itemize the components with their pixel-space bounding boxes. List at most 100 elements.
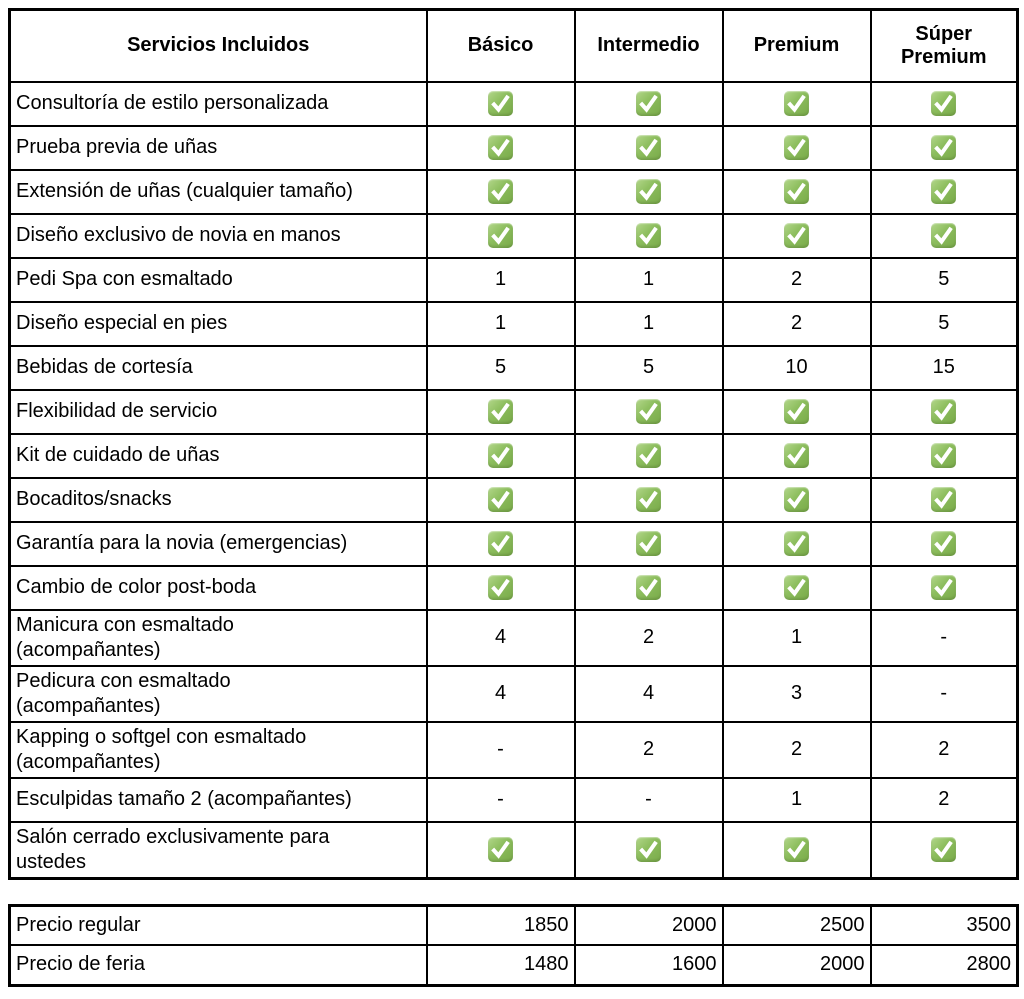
value-cell: 2 (721, 720, 872, 779)
table-row: Prueba previa de uñas (8, 124, 1019, 171)
check-icon (488, 135, 513, 160)
check-icon (931, 223, 957, 248)
table-row: Kapping o softgel con esmaltado (acompañ… (8, 720, 1019, 779)
check-icon (931, 135, 957, 160)
check-icon (931, 487, 957, 512)
price-label: Precio de feria (8, 944, 428, 986)
value-cell: 4 (573, 664, 724, 723)
check-cell (573, 432, 724, 479)
service-label: Diseño exclusivo de novia en manos (8, 212, 428, 259)
services-table: Servicios Incluidos Básico Intermedio Pr… (8, 8, 1019, 880)
value-cell: 5 (425, 344, 576, 391)
check-icon (931, 399, 957, 424)
check-icon (931, 575, 957, 600)
check-icon (636, 487, 661, 512)
check-cell (573, 564, 724, 611)
column-header-super-premium: Súper Premium (869, 8, 1019, 83)
value-cell: 2 (573, 608, 724, 667)
table-row: Pedi Spa con esmaltado 1 1 2 5 (8, 256, 1019, 303)
check-icon (784, 223, 809, 248)
value-cell: - (573, 776, 724, 823)
check-icon (784, 837, 809, 862)
table-row: Extensión de uñas (cualquier tamaño) (8, 168, 1019, 215)
service-label: Diseño especial en pies (8, 300, 428, 347)
price-value: 1600 (573, 944, 724, 986)
value-cell: 2 (869, 720, 1019, 779)
header-row: Servicios Incluidos Básico Intermedio Pr… (8, 8, 1019, 83)
check-cell (721, 564, 872, 611)
value-cell: 1 (425, 256, 576, 303)
column-header-services: Servicios Incluidos (8, 8, 428, 83)
service-label: Extensión de uñas (cualquier tamaño) (8, 168, 428, 215)
price-row: Precio de feria 1480 1600 2000 2800 (8, 944, 1019, 986)
check-icon (488, 223, 513, 248)
check-cell (721, 520, 872, 567)
service-label: Pedicura con esmaltado (acompañantes) (8, 664, 428, 723)
check-cell (573, 80, 724, 127)
service-label: Salón cerrado exclusivamente para ustede… (8, 820, 428, 879)
check-cell (721, 212, 872, 259)
check-icon (784, 135, 809, 160)
value-cell: 5 (573, 344, 724, 391)
value-cell: - (425, 776, 576, 823)
column-header-premium: Premium (721, 8, 872, 83)
check-cell (869, 520, 1019, 567)
value-cell: - (425, 720, 576, 779)
value-cell: 2 (721, 256, 872, 303)
table-row: Bocaditos/snacks (8, 476, 1019, 523)
price-table: Precio regular 1850 2000 2500 3500 Precio de … (8, 903, 1019, 987)
service-label: Cambio de color post-boda (8, 564, 428, 611)
service-label: Bocaditos/snacks (8, 476, 428, 523)
check-cell (721, 168, 872, 215)
check-cell (573, 476, 724, 523)
check-cell (869, 432, 1019, 479)
service-label: Prueba previa de uñas (8, 124, 428, 171)
value-cell: 10 (721, 344, 872, 391)
check-cell (869, 212, 1019, 259)
table-row: Cambio de color post-boda (8, 564, 1019, 611)
table-row: Manicura con esmaltado (acompañantes) 4 2 1… (8, 608, 1019, 667)
check-cell (573, 388, 724, 435)
service-label: Consultoría de estilo personalizada (8, 80, 428, 127)
table-row: Garantía para la novia (emergencias) (8, 520, 1019, 567)
price-value: 2500 (721, 904, 872, 946)
table-row: Kit de cuidado de uñas (8, 432, 1019, 479)
check-icon (636, 179, 661, 204)
price-value: 2000 (721, 944, 872, 986)
check-cell (721, 388, 872, 435)
column-header-intermedio: Intermedio (573, 8, 724, 83)
check-icon (784, 399, 809, 424)
table-row: Consultoría de estilo personalizada (8, 80, 1019, 127)
check-icon (784, 531, 809, 556)
check-icon (636, 443, 661, 468)
check-cell (869, 388, 1019, 435)
check-icon (784, 179, 809, 204)
check-cell (721, 124, 872, 171)
table-row: Diseño exclusivo de novia en manos (8, 212, 1019, 259)
service-label: Bebidas de cortesía (8, 344, 428, 391)
check-icon (488, 91, 513, 116)
check-icon (636, 399, 661, 424)
check-cell (573, 124, 724, 171)
check-cell (425, 80, 576, 127)
check-cell (425, 476, 576, 523)
table-row: Salón cerrado exclusivamente para ustede… (8, 820, 1019, 879)
check-cell (869, 820, 1019, 879)
service-label: Pedi Spa con esmaltado (8, 256, 428, 303)
service-label: Esculpidas tamaño 2 (acompañantes) (8, 776, 428, 823)
check-icon (488, 837, 513, 862)
check-icon (784, 575, 809, 600)
value-cell: 1 (721, 608, 872, 667)
check-cell (721, 80, 872, 127)
check-icon (488, 531, 513, 556)
check-cell (573, 168, 724, 215)
table-row: Esculpidas tamaño 2 (acompañantes) - -1 2 (8, 776, 1019, 823)
service-label: Flexibilidad de servicio (8, 388, 428, 435)
value-cell: 5 (869, 300, 1019, 347)
check-cell (425, 168, 576, 215)
check-cell (869, 564, 1019, 611)
price-value: 1850 (425, 904, 576, 946)
table-row: Bebidas de cortesía 5 5 10 15 (8, 344, 1019, 391)
check-icon (636, 91, 661, 116)
value-cell: 2 (721, 300, 872, 347)
